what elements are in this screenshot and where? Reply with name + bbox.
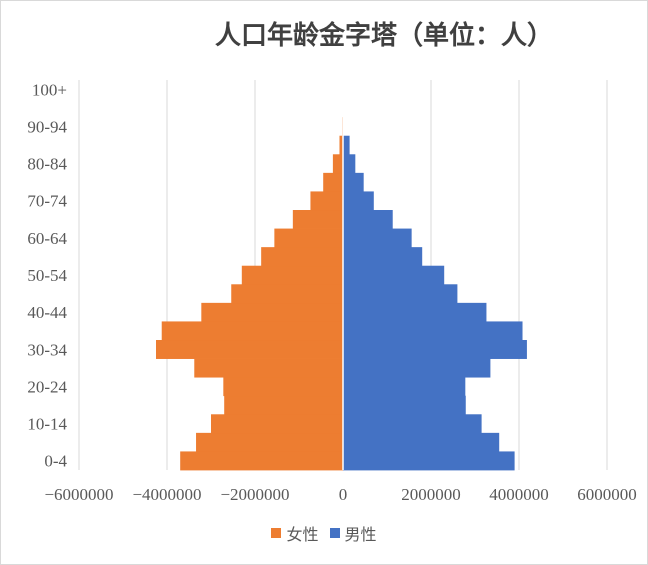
male-bar-5-9 (343, 432, 500, 452)
legend-item-female: 女性 (271, 521, 318, 545)
y-tick-label: 100+ (32, 80, 67, 99)
y-tick-label: 40-44 (27, 303, 67, 322)
female-bar-80-84 (332, 154, 343, 174)
legend-label-male: 男性 (344, 525, 377, 544)
male-bar-45-49 (343, 284, 458, 304)
male-bar-35-39 (343, 321, 523, 341)
female-bar-10-14 (211, 414, 343, 434)
male-bar-25-29 (343, 358, 491, 378)
male-bar-50-54 (343, 265, 445, 285)
female-bar-30-34 (156, 340, 343, 359)
male-bar-85-89 (343, 135, 350, 155)
chart-title: 人口年龄金字塔（单位：人） (214, 21, 553, 51)
female-bar-20-24 (223, 377, 343, 397)
x-tick-label: −6000000 (44, 485, 113, 504)
female-bar-50-54 (241, 265, 343, 285)
y-tick-label: 10-14 (27, 415, 67, 434)
y-tick-label: 20-24 (27, 377, 67, 396)
female-bar-45-49 (231, 284, 343, 304)
female-bar-85-89 (339, 135, 343, 155)
female-bar-35-39 (161, 321, 343, 341)
y-tick-label: 30-34 (27, 340, 67, 359)
male-bar-30-34 (343, 340, 527, 359)
legend-label-female: 女性 (286, 525, 319, 544)
male-bar-0-4 (343, 451, 515, 471)
female-bar-0-4 (180, 451, 343, 471)
y-tick-label: 80-84 (27, 155, 67, 174)
female-bar-5-9 (196, 432, 343, 452)
male-bar-70-74 (343, 191, 374, 211)
legend: 女性 男性 (1, 521, 647, 545)
male-bar-10-14 (343, 414, 482, 434)
x-tick-label: 0 (339, 485, 348, 504)
y-tick-label: 50-54 (27, 266, 67, 285)
x-tick-label: 2000000 (401, 485, 461, 504)
male-bar-15-19 (343, 395, 466, 415)
female-bar-60-64 (274, 228, 343, 248)
legend-swatch-male (329, 528, 340, 538)
y-tick-label: 90-94 (27, 117, 67, 136)
y-tick-label: 0-4 (44, 452, 67, 471)
female-bar-70-74 (310, 191, 343, 211)
male-bar-40-44 (343, 302, 487, 322)
male-bar-65-69 (343, 210, 393, 229)
male-bar-75-79 (343, 172, 364, 192)
female-bar-75-79 (323, 172, 343, 192)
female-bar-25-29 (194, 358, 343, 378)
male-bar-80-84 (343, 154, 356, 174)
female-bar-15-19 (224, 395, 343, 415)
x-tick-label: −2000000 (220, 485, 289, 504)
male-bar-60-64 (343, 228, 412, 248)
male-bar-20-24 (343, 377, 466, 397)
x-tick-label: 6000000 (577, 485, 637, 504)
y-tick-label: 70-74 (27, 192, 67, 211)
x-tick-label: −4000000 (132, 485, 201, 504)
y-tick-label: 60-64 (27, 229, 67, 248)
female-bar-40-44 (201, 302, 343, 322)
legend-swatch-female (271, 528, 282, 538)
female-bar-55-59 (261, 247, 343, 267)
legend-item-male: 男性 (329, 521, 377, 545)
male-bar-55-59 (343, 247, 423, 267)
x-tick-label: 4000000 (489, 485, 549, 504)
female-bar-65-69 (292, 210, 343, 229)
